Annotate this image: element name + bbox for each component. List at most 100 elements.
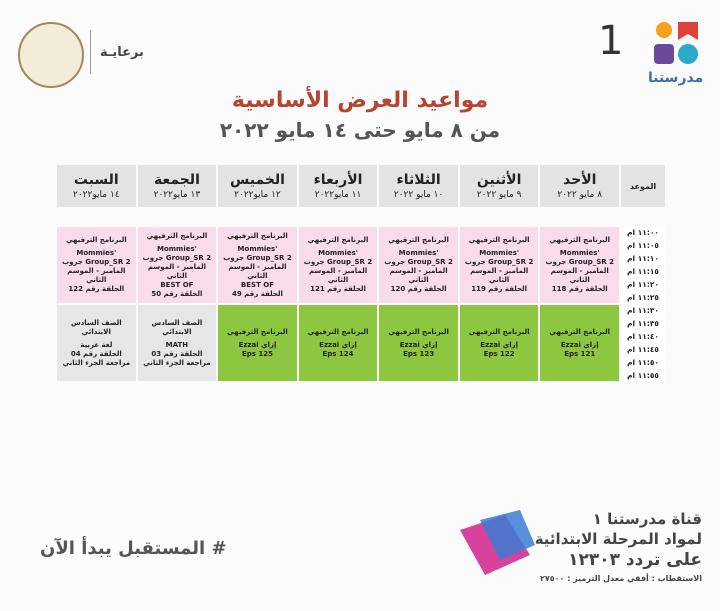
program-line: البرنامج الترفيهي [388, 327, 449, 336]
program-line: Eps 124 [322, 349, 354, 358]
program-cell: البرنامج الترفيهي Mommies' Group_SR 2 جرو… [218, 227, 297, 303]
program-line: Mommies' Group_SR 2 جروب المامبز - الموس… [464, 249, 534, 284]
program-line: البرنامج الترفيهي [468, 327, 530, 336]
day-header: الجمعة ١٣ مايو٢٠٢٢ [137, 165, 217, 207]
day-name: الأحد [563, 172, 597, 188]
time-row: ١١:٣٠ ام البرنامج الترفيهي إزاي Ezzai Eps 1… [57, 305, 665, 381]
time-label: ١١:٣٠ ام [621, 305, 665, 316]
time-row: ١١:٢٠ ام [57, 279, 665, 290]
day-date: ١٣ مايو٢٠٢٢ [153, 190, 201, 200]
subtitle: من ٨ مايو حتى ١٤ مايو ٢٠٢٢ [219, 118, 501, 142]
brand: مدرستنا [648, 70, 704, 86]
time-row: ١١:٤٠ ام [57, 331, 665, 342]
specs: الاستقطاب : أفقي معدل الترميز : ٢٧٥٠٠ [539, 574, 702, 583]
program-line: Mommies' Group_SR 2 جروب المامبز - الموس… [303, 249, 373, 284]
program-line: إزاي Ezzai [560, 340, 599, 349]
time-row: ١١:١٠ ام [57, 253, 665, 264]
day-header: الأثنين ٩ مايو ٢٠٢٢ [459, 165, 539, 207]
box-graphic [460, 510, 535, 575]
program-line: الحلقة رقم 49 [231, 289, 283, 298]
time-row: ١١:٢٥ ام [57, 292, 665, 303]
program-cell: البرنامج الترفيهي Mommies' Group_SR 2 جرو… [57, 227, 136, 303]
program-line: البرنامج الترفيهي [388, 236, 449, 244]
brand-number: 1 [598, 18, 624, 64]
program-line: Eps 123 [403, 349, 435, 358]
program-line: البرنامج الترفيهي [549, 327, 611, 336]
day-header: الثلاثاء ١٠ مايو ٢٠٢٢ [379, 165, 458, 207]
program-cell: البرنامج الترفيهي Mommies' Group_SR 2 جرو… [459, 227, 539, 303]
program-line: الحلقة رقم 03 مراجعة الجزء الثاني [143, 349, 211, 367]
time-label: ١١:٠٥ ام [621, 240, 665, 251]
day-header: الأربعاء ١١ مايو٢٠٢٢ [298, 165, 378, 207]
program-line: الحلقة رقم 119 [471, 285, 528, 293]
day-date: ٨ مايو ٢٠٢٢ [557, 190, 603, 200]
program-cell: البرنامج الترفيهي إزاي Ezzai Eps 124 [298, 305, 378, 381]
program-cell: البرنامج الترفيهي إزاي Ezzai Eps 122 [459, 305, 539, 381]
slogan: # المستقبل يبدأ الآن [40, 538, 227, 559]
time-label: ١١:٢٥ ام [621, 292, 665, 303]
program-line: لغة عربية [80, 340, 113, 349]
time-label: ١١:٤٠ ام [621, 331, 665, 342]
time-row: ١١:٥٠ ام [57, 357, 665, 368]
program-line: الصف السادس الابتدائي [70, 318, 122, 336]
program-line: Eps 125 [241, 349, 273, 358]
sponsor: برعايـة [100, 45, 144, 60]
header-row: الموعد الأحد ٨ مايو ٢٠٢٢ الأثنين ٩ مايو ٢٠٢٢… [57, 165, 665, 207]
day-header: الخميس ١٢ مايو٢٠٢٢ [218, 165, 297, 207]
program-line: البرنامج الترفيهي [146, 231, 208, 240]
program-line: الحلقة رقم 04 مراجعة الجزء الثاني [62, 349, 131, 367]
day-name: السبت [73, 172, 119, 188]
time-label: ١١:١٠ ام [621, 253, 665, 264]
program-line: البرنامج الترفيهي [65, 236, 127, 244]
program-line: البرنامج الترفيهي [307, 327, 369, 336]
channel: قناة مدرستنا ١ [592, 510, 702, 528]
program-line: الحلقة رقم 50 [151, 289, 203, 298]
schedule-table: الموعد الأحد ٨ مايو ٢٠٢٢ الأثنين ٩ مايو ٢٠٢٢… [55, 163, 667, 383]
program-line: Eps 122 [483, 349, 515, 358]
program-line: Mommies' Group_SR 2 جروب المامبز - الموس… [142, 244, 212, 280]
program-cell: البرنامج الترفيهي إزاي Ezzai Eps 123 [379, 305, 458, 381]
program-line: البرنامج الترفيهي [227, 327, 288, 336]
program-cell: الصف السادس الابتدائي لغة عربية الحلقة رقم… [57, 305, 136, 381]
program-line: البرنامج الترفيهي [307, 236, 369, 244]
day-date: ٩ مايو ٢٠٢٢ [476, 190, 522, 200]
program-line: Eps 121 [564, 349, 596, 358]
time-header: الموعد [621, 165, 665, 207]
subjects: لمواد المرحلة الابتدائية [534, 530, 702, 548]
program-line: BEST OF [160, 280, 194, 289]
time-row: ١١:٥٥ ام [57, 370, 665, 381]
program-line: الحلقة رقم 121 [310, 285, 366, 293]
program-line: BEST OF [240, 280, 275, 289]
program-line: الحلقة رقم 118 [551, 285, 608, 293]
program-line: Mommies' Group_SR 2 جروب المامبز - الموس… [62, 249, 131, 284]
day-date: ١٤ مايو٢٠٢٢ [73, 190, 120, 200]
title: مواعيد العرض الأساسية [231, 88, 489, 113]
program-line: الصف السادس الابتدائي [151, 318, 203, 336]
program-cell: البرنامج الترفيهي إزاي Ezzai Eps 121 [540, 305, 619, 381]
program-line: MATH [165, 340, 189, 349]
program-line: البرنامج الترفيهي [227, 231, 288, 240]
day-date: ١٠ مايو ٢٠٢٢ [393, 190, 444, 200]
day-name: الثلاثاء [396, 172, 441, 188]
program-cell: البرنامج الترفيهي Mommies' Group_SR 2 جرو… [540, 227, 619, 303]
program-cell: البرنامج الترفيهي Mommies' Group_SR 2 جرو… [137, 227, 217, 303]
frequency: على تردد ١٢٣٠٣ [568, 550, 702, 570]
program-line: إزاي Ezzai [480, 340, 519, 349]
time-label: ١١:١٥ ام [621, 266, 665, 277]
program-line: Mommies' Group_SR 2 جروب المامبز - الموس… [384, 249, 453, 284]
program-cell: الصف السادس الابتدائي MATH الحلقة رقم 03 م… [137, 305, 217, 381]
day-date: ١٢ مايو٢٠٢٢ [234, 190, 281, 200]
spacer-row [57, 209, 665, 225]
program-line: البرنامج الترفيهي [549, 236, 611, 244]
program-line: إزاي Ezzai [319, 340, 357, 349]
program-cell: البرنامج الترفيهي Mommies' Group_SR 2 جرو… [379, 227, 458, 303]
time-label: ١١:٠٠ ام [621, 227, 665, 238]
day-header: السبت ١٤ مايو٢٠٢٢ [57, 165, 136, 207]
program-line: Mommies' Group_SR 2 جروب المامبز - الموس… [545, 249, 614, 284]
time-label: ١١:٥٥ ام [621, 370, 665, 381]
brand-icon [654, 22, 698, 64]
program-line: Mommies' Group_SR 2 جروب المامبز - الموس… [223, 244, 292, 280]
time-row: ١١:٤٥ ام [57, 344, 665, 355]
time-label: ١١:٣٥ ام [621, 318, 665, 329]
